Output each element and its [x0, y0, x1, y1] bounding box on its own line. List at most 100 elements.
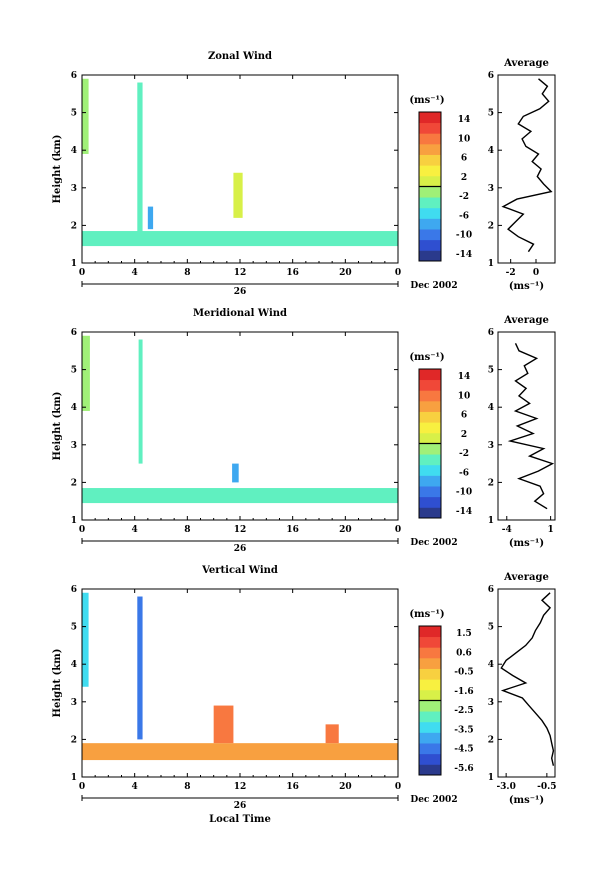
y-tick-label: 4: [71, 146, 77, 156]
colorbar-tick-label: 2: [461, 430, 467, 440]
x-tick-label: 4: [132, 268, 138, 278]
average-y-tick-label: 4: [488, 146, 494, 156]
colorbar-tick-label: -4.5: [454, 745, 473, 755]
date-marker: 26: [234, 801, 247, 811]
average-y-tick-label: 5: [488, 623, 494, 633]
colorbar-segment: [419, 218, 441, 230]
colorbar-segment: [419, 175, 441, 187]
average-y-tick-label: 3: [488, 441, 494, 451]
x-tick-label: 0: [395, 782, 401, 792]
y-axis-label: Height (km): [52, 649, 63, 718]
average-y-tick-label: 3: [488, 184, 494, 194]
heatmap-region: [233, 172, 243, 218]
colorbar-segment: [419, 432, 441, 444]
average-y-tick-label: 5: [488, 366, 494, 376]
colorbar-tick-label: -0.5: [454, 668, 473, 678]
colorbar-segment: [419, 753, 441, 765]
x-tick-label: 20: [339, 782, 352, 792]
average-x-tick-label: -2: [506, 268, 516, 278]
colorbar-segment: [419, 422, 441, 434]
colorbar-segment: [419, 711, 441, 723]
y-tick-label: 1: [71, 516, 77, 526]
y-axis-label: Height (km): [52, 392, 63, 461]
x-tick-label: 12: [234, 525, 247, 535]
y-tick-label: 3: [71, 698, 77, 708]
average-x-tick-label: 0: [533, 268, 539, 278]
colorbar-segment: [419, 112, 441, 124]
average-y-tick-label: 4: [488, 660, 494, 670]
colorbar-tick-label: -2: [459, 449, 469, 459]
average-y-tick-label: 4: [488, 403, 494, 413]
colorbar-segment: [419, 732, 441, 744]
average-x-tick-label: -4: [502, 525, 512, 535]
y-tick-label: 3: [71, 441, 77, 451]
colorbar-tick-label: -10: [456, 231, 472, 241]
x-tick-label: 12: [234, 268, 247, 278]
heatmap-region: [82, 335, 90, 411]
colorbar-tick-label: -6: [459, 211, 469, 221]
colorbar-unit: (ms⁻¹): [409, 352, 444, 363]
colorbar-segment: [419, 186, 441, 198]
heatmap-region: [82, 592, 89, 687]
heatmap-region: [325, 724, 339, 744]
x-tick-label: 8: [184, 268, 190, 278]
y-tick-label: 2: [71, 221, 77, 231]
colorbar-tick-label: 14: [458, 372, 471, 382]
average-frame: [497, 74, 556, 264]
colorbar-tick-label: -3.5: [454, 725, 473, 735]
date-marker: 26: [234, 287, 247, 297]
y-tick-label: 6: [71, 71, 77, 81]
average-y-tick-label: 3: [488, 698, 494, 708]
colorbar-segment: [419, 507, 441, 519]
average-profile-line: [501, 78, 553, 253]
average-frame: [497, 588, 556, 778]
average-title: Average: [503, 58, 549, 69]
x-tick-label: 0: [79, 782, 85, 792]
heatmap-region: [232, 463, 239, 483]
x-tick-label: 16: [286, 525, 299, 535]
date-marker: 26: [234, 544, 247, 554]
y-axis-label: Height (km): [52, 135, 63, 204]
colorbar-tick-label: 2: [461, 173, 467, 183]
colorbar-tick-label: 10: [458, 134, 471, 144]
colorbar-segment: [419, 165, 441, 177]
y-tick-label: 2: [71, 735, 77, 745]
heatmap-region: [137, 82, 143, 245]
panel-title: Zonal Wind: [208, 51, 272, 62]
colorbar-segment: [419, 369, 441, 381]
average-y-tick-label: 5: [488, 109, 494, 119]
colorbar-unit: (ms⁻¹): [409, 609, 444, 620]
heatmap-region: [137, 596, 143, 740]
x-tick-label: 20: [339, 525, 352, 535]
average-y-tick-label: 2: [488, 735, 494, 745]
colorbar-tick-label: 6: [461, 411, 467, 421]
y-tick-label: 1: [71, 259, 77, 269]
colorbar-segment: [419, 143, 441, 155]
date-label: Dec 2002: [410, 538, 457, 548]
colorbar-tick-label: 0.6: [456, 648, 472, 658]
colorbar-tick-label: -2.5: [454, 706, 473, 716]
heatmap-region: [213, 705, 234, 744]
colorbar-segment: [419, 636, 441, 648]
colorbar-segment: [419, 647, 441, 659]
colorbar-segment: [419, 443, 441, 455]
panel-title: Vertical Wind: [201, 565, 278, 576]
heatmap-region: [82, 231, 398, 247]
colorbar-segment: [419, 133, 441, 145]
colorbar-tick-label: -14: [456, 507, 472, 517]
average-y-tick-label: 2: [488, 478, 494, 488]
x-tick-label: 4: [132, 525, 138, 535]
heatmap-region: [82, 743, 398, 761]
colorbar-segment: [419, 668, 441, 680]
average-y-tick-label: 1: [488, 773, 494, 783]
x-tick-label: 8: [184, 525, 190, 535]
average-profile-line: [507, 343, 555, 510]
x-tick-label: 0: [79, 525, 85, 535]
panel-title: Meridional Wind: [193, 308, 287, 319]
x-axis-label: Local Time: [209, 814, 271, 825]
colorbar-segment: [419, 454, 441, 466]
y-tick-label: 2: [71, 478, 77, 488]
colorbar-segment: [419, 486, 441, 498]
colorbar-tick-label: -5.6: [454, 764, 473, 774]
colorbar-tick-label: 6: [461, 154, 467, 164]
